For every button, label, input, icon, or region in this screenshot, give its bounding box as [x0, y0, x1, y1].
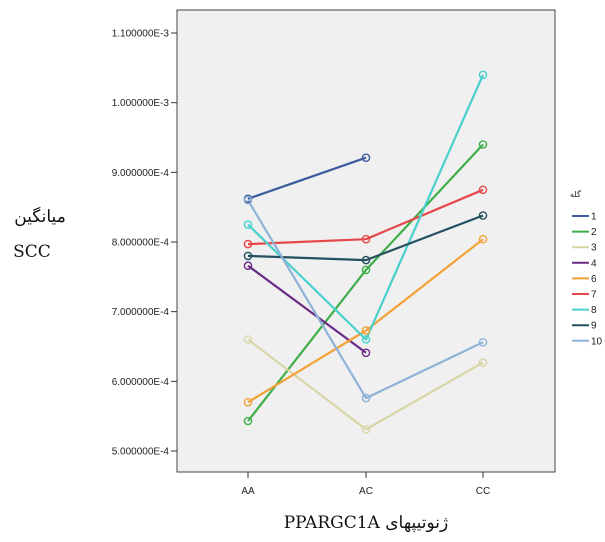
x-axis-title: ژنوتیپهای PPARGC1A: [284, 513, 449, 533]
legend-label-3: 3: [591, 243, 597, 254]
data-point-6: [243, 397, 253, 407]
data-point-6: [478, 234, 488, 244]
data-point-8: [361, 335, 371, 344]
data-point-3: [243, 335, 253, 344]
series-line-9: [247, 214, 484, 262]
y-tick-label: 6.000000E-4: [112, 377, 170, 388]
x-axis: AA AC CC: [241, 472, 490, 497]
series-line-1: [247, 156, 367, 200]
x-tick-label: CC: [476, 486, 490, 497]
data-point-9: [243, 251, 253, 261]
data-point-4: [361, 348, 371, 358]
legend-label-2: 2: [591, 227, 597, 238]
data-point-3: [478, 358, 488, 367]
legend-label-10: 10: [591, 336, 603, 347]
data-point-7: [361, 234, 371, 244]
legend: گله 1 2 3 4 6 7 8 9 10: [570, 189, 603, 347]
series-line-10: [247, 199, 484, 400]
series-line-7: [247, 188, 484, 246]
legend-label-8: 8: [591, 305, 597, 316]
y-axis-title-line-2: SCC: [13, 242, 51, 262]
series-line-4: [247, 264, 367, 354]
data-point-1: [361, 153, 371, 162]
data-point-8: [243, 220, 253, 229]
data-point-2: [243, 416, 253, 426]
data-point-7: [243, 239, 253, 249]
data-point-10: [478, 337, 488, 347]
x-tick-label: AC: [359, 486, 373, 497]
series-points: [243, 70, 488, 434]
data-point-4: [243, 261, 253, 271]
data-point-7: [478, 185, 488, 195]
series-line-3: [247, 338, 484, 431]
series-lines: [247, 74, 485, 431]
y-axis-title-line-1: میانگین: [14, 206, 66, 227]
legend-label-9: 9: [591, 321, 597, 332]
data-point-10: [361, 393, 371, 403]
y-tick-label: 7.000000E-4: [112, 307, 170, 318]
y-tick-label: 5.000000E-4: [112, 447, 170, 458]
y-tick-label: 8.000000E-4: [112, 238, 170, 249]
legend-label-7: 7: [591, 290, 597, 301]
data-point-2: [478, 140, 488, 149]
data-point-8: [478, 70, 488, 80]
data-point-6: [361, 326, 371, 335]
series-line-6: [247, 238, 484, 404]
data-point-9: [361, 255, 371, 265]
y-tick-label: 9.000000E-4: [112, 168, 170, 179]
y-tick-label: 1.100000E-3: [112, 29, 170, 40]
y-tick-label: 1.000000E-3: [112, 98, 170, 109]
data-point-9: [478, 211, 488, 220]
legend-title: گله: [570, 189, 581, 199]
series-line-8: [247, 74, 485, 341]
plot-area: [176, 9, 556, 473]
data-point-3: [361, 425, 371, 434]
x-tick-label: AA: [241, 486, 255, 497]
legend-label-6: 6: [591, 274, 597, 285]
legend-label-4: 4: [591, 258, 597, 269]
y-axis: 5.000000E-4 6.000000E-4 7.000000E-4 8.00000…: [112, 29, 177, 458]
legend-label-1: 1: [591, 212, 597, 223]
data-point-2: [361, 265, 371, 275]
data-point-10: [243, 195, 253, 205]
